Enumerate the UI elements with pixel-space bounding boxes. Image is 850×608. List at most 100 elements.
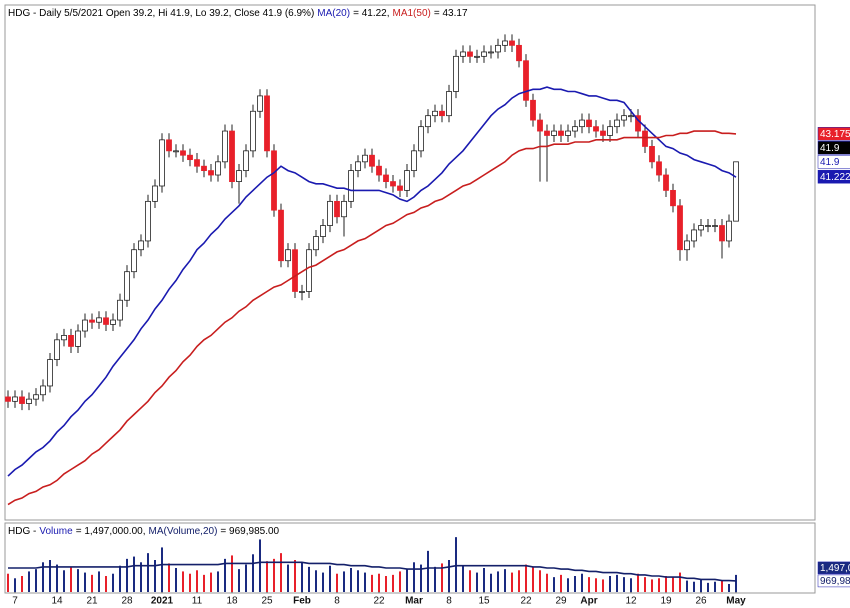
volume-bar bbox=[112, 573, 114, 592]
x-tick-label: 8 bbox=[334, 596, 340, 607]
volume-bar bbox=[175, 568, 177, 592]
candle-body bbox=[334, 200, 340, 218]
volume-bar bbox=[63, 570, 65, 592]
candle-body bbox=[145, 200, 151, 242]
candle-body bbox=[313, 236, 319, 251]
volume-bar bbox=[588, 577, 590, 592]
volume-bar bbox=[616, 574, 618, 592]
candle-body bbox=[572, 126, 578, 132]
volume-bar bbox=[679, 572, 681, 592]
candle-body bbox=[467, 51, 473, 57]
volume-bar bbox=[462, 565, 464, 592]
volume-bar bbox=[252, 554, 254, 592]
volume-bar bbox=[406, 569, 408, 592]
ma-line bbox=[7, 86, 737, 477]
axis-label-box bbox=[817, 155, 850, 169]
volume-bar bbox=[126, 558, 128, 592]
x-tick-label: 22 bbox=[373, 596, 385, 607]
candle-body bbox=[516, 44, 522, 62]
candle-body bbox=[481, 51, 487, 57]
candle-body bbox=[68, 335, 74, 347]
volume-bar bbox=[728, 584, 730, 592]
volume-bar bbox=[672, 577, 674, 592]
candle-body bbox=[75, 330, 81, 347]
candle-body bbox=[439, 110, 445, 117]
candle-body bbox=[194, 159, 200, 167]
candle-body bbox=[523, 60, 529, 101]
x-tick-label: 28 bbox=[121, 596, 133, 607]
volume-bar bbox=[469, 570, 471, 592]
candle-body bbox=[474, 55, 480, 58]
candle-body bbox=[61, 335, 67, 341]
candle-body bbox=[586, 119, 592, 128]
volume-bar bbox=[686, 580, 688, 592]
volume-bar bbox=[154, 560, 156, 592]
price-panel bbox=[4, 4, 816, 521]
volume-bar bbox=[532, 566, 534, 592]
volume-bar bbox=[574, 576, 576, 592]
volume-bar bbox=[329, 565, 331, 592]
candle-body bbox=[649, 146, 655, 163]
x-tick-label: 15 bbox=[478, 596, 490, 607]
candle-body bbox=[607, 126, 613, 136]
candle-body bbox=[124, 271, 130, 301]
candle-body bbox=[131, 249, 137, 273]
candle-body bbox=[236, 170, 242, 182]
volume-bar bbox=[658, 578, 660, 592]
candle-body bbox=[726, 220, 732, 242]
volume-bar bbox=[343, 571, 345, 592]
candle-body bbox=[705, 225, 711, 227]
candle-body bbox=[327, 200, 333, 226]
candle-body bbox=[103, 317, 109, 325]
axis-label: 41.9 bbox=[820, 157, 840, 168]
candle-body bbox=[593, 126, 599, 132]
price-header: HDG - Daily 5/5/2021 Open 39.2, Hi 41.9,… bbox=[8, 8, 468, 19]
x-tick-label: 14 bbox=[51, 596, 63, 607]
candle-body bbox=[26, 398, 32, 404]
candle-body bbox=[670, 189, 676, 207]
volume-bar bbox=[308, 566, 310, 592]
price-title: HDG - Daily 5/5/2021 Open 39.2, Hi 41.9,… bbox=[8, 8, 314, 19]
candle-body bbox=[677, 205, 683, 251]
candle-body bbox=[271, 150, 277, 211]
candle-body bbox=[425, 115, 431, 128]
x-tick-label: Mar bbox=[405, 596, 423, 607]
volume-bar bbox=[119, 565, 121, 592]
candle-body bbox=[306, 249, 312, 292]
candle-body bbox=[369, 154, 375, 167]
legend-volume-ma: MA(Volume,20) bbox=[149, 526, 218, 537]
volume-bar bbox=[105, 576, 107, 592]
volume-bar bbox=[245, 564, 247, 592]
candle-body bbox=[460, 51, 466, 57]
volume-bar bbox=[504, 569, 506, 592]
candle-body bbox=[411, 150, 417, 172]
volume-header: HDG - Volume = 1,497,000.00, MA(Volume,20) =… bbox=[8, 526, 280, 537]
volume-bar bbox=[28, 571, 30, 592]
volume-bar bbox=[427, 550, 429, 592]
volume-bar bbox=[434, 566, 436, 592]
legend-volume-value: = 1,497,000.00, bbox=[76, 526, 146, 537]
candle-body bbox=[215, 161, 221, 176]
candle-body bbox=[579, 119, 585, 128]
x-tick-label: 8 bbox=[446, 596, 452, 607]
volume-bar bbox=[140, 562, 142, 592]
axis-label-box bbox=[817, 574, 850, 588]
volume-bar bbox=[623, 577, 625, 592]
candle-body bbox=[12, 396, 18, 402]
volume-title: HDG - bbox=[8, 526, 36, 537]
volume-bar bbox=[665, 576, 667, 592]
volume-bar bbox=[273, 558, 275, 592]
volume-bar bbox=[350, 568, 352, 592]
candle-body bbox=[40, 385, 46, 396]
legend-ma20-value: = 41.22, bbox=[353, 8, 389, 19]
candle-body bbox=[117, 299, 123, 321]
volume-bar bbox=[84, 572, 86, 592]
candle-body bbox=[166, 139, 172, 152]
volume-bar bbox=[182, 571, 184, 592]
legend-ma20: MA(20) bbox=[317, 8, 350, 19]
candle-body bbox=[628, 115, 634, 118]
volume-bar bbox=[525, 564, 527, 592]
volume-bar bbox=[448, 560, 450, 592]
volume-bar bbox=[735, 574, 737, 592]
